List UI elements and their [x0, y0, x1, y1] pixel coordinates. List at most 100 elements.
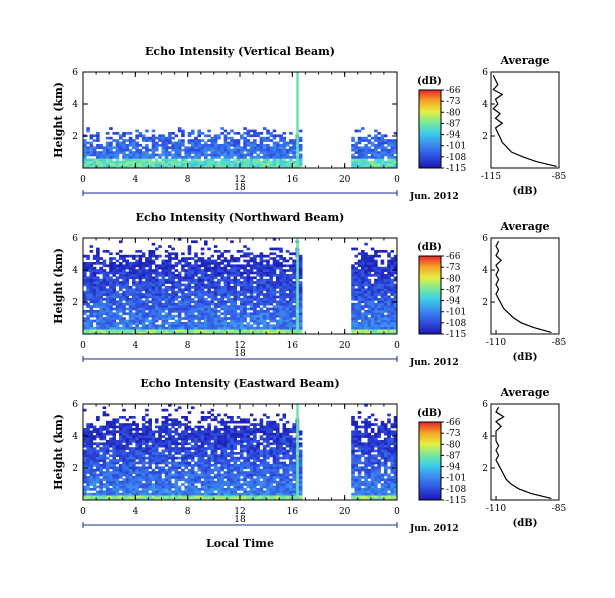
heatmap-cell: [256, 144, 260, 147]
heatmap-cell: [243, 314, 247, 318]
heatmap-cell: [249, 148, 254, 152]
heatmap-cell: [230, 471, 234, 474]
heatmap-cell: [164, 447, 169, 450]
heatmap-cell: [210, 447, 215, 450]
heatmap-cell: [86, 432, 90, 436]
heatmap-cell: [135, 466, 139, 470]
heatmap-cell: [233, 488, 238, 491]
heatmap-cell: [357, 278, 362, 282]
heatmap-cell: [367, 288, 372, 292]
heatmap-cell: [223, 286, 228, 289]
heatmap-cell: [256, 293, 260, 296]
average-x-tick-label: -115: [481, 172, 501, 182]
heatmap-cell: [351, 283, 355, 287]
heatmap-cell: [207, 473, 211, 477]
heatmap-cell: [361, 314, 365, 318]
heatmap-cell: [141, 252, 146, 256]
heatmap-cell: [118, 160, 123, 164]
heatmap-cell: [236, 146, 241, 150]
heatmap-cell: [354, 307, 359, 311]
heatmap-cell: [204, 490, 208, 494]
heatmap-cell: [184, 259, 188, 263]
heatmap-cell: [194, 485, 198, 489]
heatmap-cell: [151, 449, 156, 453]
heatmap-cell: [223, 259, 228, 263]
heatmap-cell: [236, 271, 241, 275]
heatmap-cell: [377, 274, 381, 277]
heatmap-cell: [122, 310, 126, 313]
heatmap-cell: [279, 250, 283, 253]
heatmap-cell: [138, 307, 143, 311]
heatmap-cell: [233, 153, 238, 157]
heatmap-cell: [171, 495, 175, 498]
heatmap-cell: [262, 158, 267, 162]
heatmap-cell: [213, 329, 218, 332]
heatmap-cell: [187, 456, 192, 460]
heatmap-cell: [194, 497, 198, 501]
heatmap-cell: [354, 146, 359, 150]
heatmap-cell: [249, 165, 254, 169]
heatmap-cell: [243, 317, 247, 320]
heatmap-cell: [128, 495, 133, 498]
heatmap-cell: [102, 148, 107, 152]
heatmap-cell: [370, 163, 375, 166]
heatmap-cell: [364, 298, 368, 301]
heatmap-cell: [174, 466, 179, 470]
heatmap-cell: [122, 153, 126, 157]
heatmap-cell: [262, 322, 267, 325]
heatmap-cell: [99, 317, 103, 320]
heatmap-cell: [269, 271, 274, 275]
heatmap-cell: [181, 444, 185, 448]
heatmap-cell: [118, 488, 123, 491]
heatmap-cell: [204, 442, 208, 446]
heatmap-cell: [92, 430, 97, 434]
heatmap-cell: [289, 165, 293, 169]
colorbar-tick-label: -108: [446, 153, 466, 163]
heatmap-cell: [361, 262, 365, 265]
heatmap-cell: [118, 264, 123, 268]
heatmap-cell: [109, 160, 113, 164]
panel-1: Echo Intensity (Vertical Beam)0 4 8 12 16 20 0…: [52, 45, 567, 202]
heatmap-cell: [138, 437, 143, 441]
heatmap-cell: [207, 466, 211, 470]
heatmap-cell: [118, 444, 123, 448]
heatmap-cell: [223, 290, 228, 294]
heatmap-cell: [354, 262, 359, 265]
heatmap-cell: [387, 322, 391, 325]
heatmap-cell: [102, 250, 107, 253]
heatmap-cell: [190, 319, 195, 323]
heatmap-cell: [83, 452, 87, 455]
heatmap-cell: [96, 156, 100, 159]
heatmap-cell: [128, 324, 133, 328]
heatmap-cell: [223, 454, 228, 458]
heatmap-cell: [105, 160, 110, 164]
heatmap-cell: [220, 165, 224, 169]
heatmap-cell: [243, 165, 247, 169]
heatmap-cell: [102, 490, 107, 494]
heatmap-cell: [148, 471, 152, 474]
heatmap-cell: [390, 163, 395, 166]
x-tick-label: 12: [234, 341, 245, 351]
heatmap-cell: [217, 266, 221, 270]
heatmap-cell: [298, 254, 303, 258]
heatmap-cell: [105, 449, 110, 453]
heatmap-cell: [256, 310, 260, 313]
heatmap-cell: [145, 281, 149, 284]
heatmap-cell: [194, 252, 198, 256]
heatmap-cell: [99, 293, 103, 296]
heatmap-cell: [197, 269, 202, 272]
heatmap-cell: [233, 447, 238, 450]
heatmap-cell: [138, 483, 143, 486]
heatmap-cell: [118, 148, 123, 152]
heatmap-cell: [240, 312, 244, 316]
heatmap-cell: [292, 314, 296, 318]
heatmap-cell: [145, 432, 149, 436]
heatmap-cell: [275, 281, 280, 284]
heatmap-cell: [154, 276, 159, 280]
heatmap-cell: [86, 293, 90, 296]
heatmap-cell: [141, 322, 146, 325]
heatmap-cell: [387, 283, 391, 287]
heatmap-cell: [357, 288, 362, 292]
heatmap-cell: [158, 471, 162, 474]
heatmap-cell: [89, 314, 94, 318]
